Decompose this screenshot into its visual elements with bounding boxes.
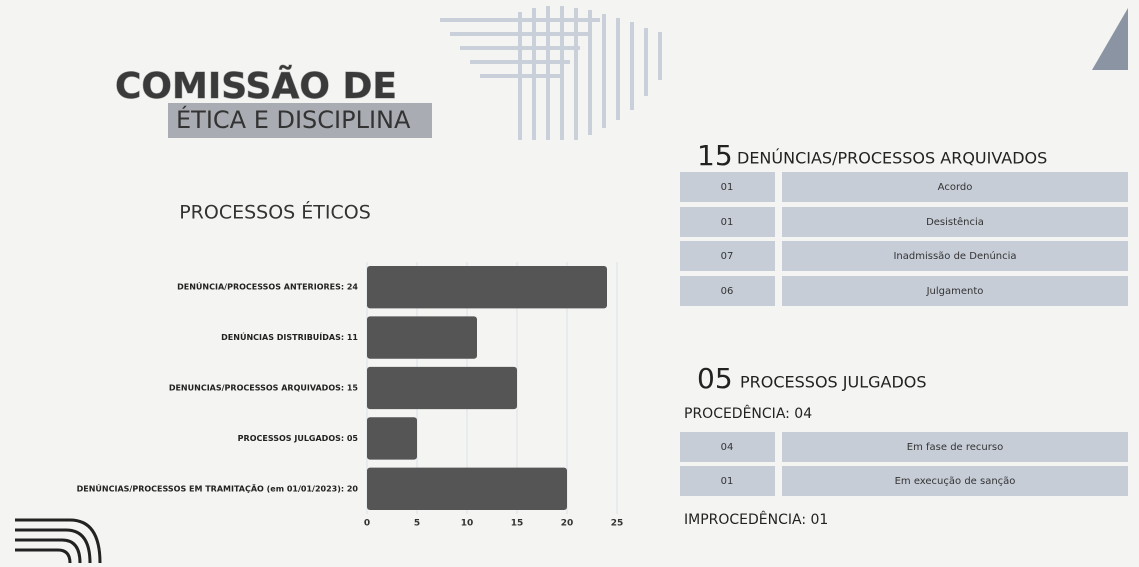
y-tick-label: DENÚNCIA/PROCESSOS ANTERIORES: 24	[177, 281, 358, 292]
x-tick-label: 15	[511, 519, 524, 529]
page: COMISSÃO DE ÉTICA E DISCIPLINA PROCESSOS…	[0, 0, 1139, 563]
cell-text: 01	[721, 476, 734, 487]
cell-text: Desistência	[926, 216, 984, 228]
subtitle: IMPROCEDÊNCIA: 01	[684, 510, 828, 528]
cell-text: Em fase de recurso	[907, 442, 1003, 453]
cell-text: 01	[721, 182, 734, 193]
title-line2: ÉTICA E DISCIPLINA	[176, 105, 411, 134]
slide: COMISSÃO DE ÉTICA E DISCIPLINA PROCESSOS…	[0, 0, 1139, 563]
bar	[367, 367, 517, 409]
bar	[367, 266, 607, 308]
subtitle: PROCEDÊNCIA: 04	[684, 404, 812, 422]
cell-text: Inadmissão de Denúncia	[893, 250, 1016, 262]
y-tick-label: DENÚNCIAS/PROCESSOS EM TRAMITAÇÃO (em 01…	[77, 482, 359, 493]
x-tick-label: 10	[461, 519, 474, 529]
section-title: PROCESSOS JULGADOS	[740, 373, 927, 392]
title-line1: COMISSÃO DE	[115, 65, 397, 107]
section-title: DENÚNCIAS/PROCESSOS ARQUIVADOS	[737, 149, 1047, 168]
count: 15	[697, 139, 733, 172]
x-tick-label: 0	[364, 519, 370, 529]
bar-chart: 0 5 10 15 20 25 DENÚNCIA/PROCESSOS ANTERIORES:…	[77, 262, 624, 529]
cell-text: 06	[721, 286, 734, 297]
x-tick-label: 20	[561, 519, 574, 529]
chart-title: PROCESSOS ÉTICOS	[179, 201, 371, 224]
x-tick-label: 5	[414, 519, 420, 529]
cell-text: 07	[721, 251, 734, 262]
decoration-triangle	[1092, 8, 1128, 70]
bar	[367, 417, 417, 459]
decoration-stripes	[440, 6, 660, 140]
count: 05	[697, 362, 733, 395]
decoration-corner	[15, 520, 100, 563]
cell-text: 04	[721, 442, 734, 453]
cell-text: 01	[721, 217, 734, 228]
bar	[367, 468, 567, 510]
y-tick-label: DENÚNCIAS DISTRIBUÍDAS: 11	[221, 331, 358, 342]
x-tick-label: 25	[611, 519, 624, 529]
bar	[367, 316, 477, 358]
cell-text: Acordo	[938, 182, 973, 193]
y-tick-label: DENUNCIAS/PROCESSOS ARQUIVADOS: 15	[169, 384, 359, 393]
cell-text: Em execução de sanção	[895, 476, 1016, 487]
cell-text: Julgamento	[926, 286, 984, 297]
y-tick-label: PROCESSOS JULGADOS: 05	[238, 434, 359, 443]
